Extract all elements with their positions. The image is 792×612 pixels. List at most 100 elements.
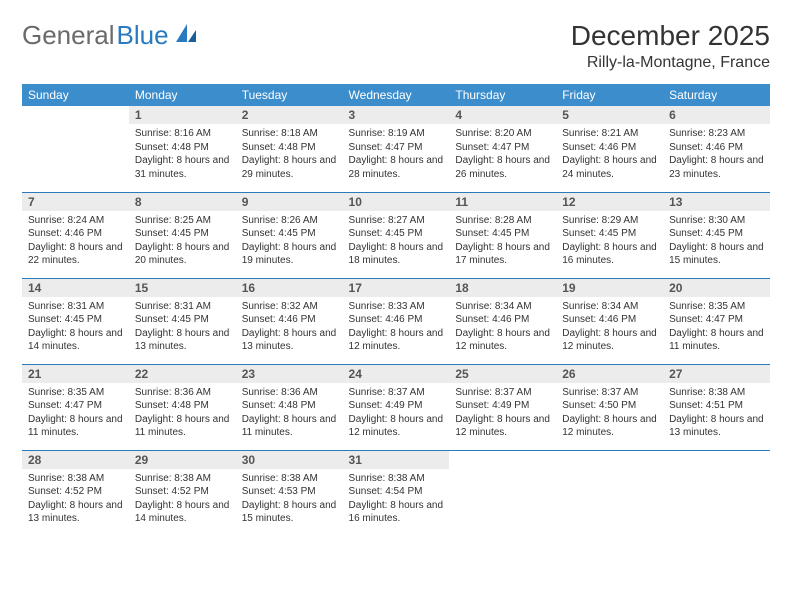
sunset-text: Sunset: 4:50 PM [562,399,657,413]
daylight-text: Daylight: 8 hours and 20 minutes. [135,241,230,268]
day-header: Saturday [663,84,770,106]
daylight-text: Daylight: 8 hours and 12 minutes. [349,327,444,354]
day-number: 20 [663,279,770,297]
day-header: Thursday [449,84,556,106]
day-content: Sunrise: 8:35 AMSunset: 4:47 PMDaylight:… [22,383,129,444]
day-content: Sunrise: 8:35 AMSunset: 4:47 PMDaylight:… [663,297,770,358]
sunrise-text: Sunrise: 8:16 AM [135,127,230,141]
day-number: 17 [343,279,450,297]
day-content: Sunrise: 8:26 AMSunset: 4:45 PMDaylight:… [236,211,343,272]
sunset-text: Sunset: 4:49 PM [455,399,550,413]
sunrise-text: Sunrise: 8:23 AM [669,127,764,141]
daylight-text: Daylight: 8 hours and 16 minutes. [562,241,657,268]
day-number: 22 [129,365,236,383]
sunrise-text: Sunrise: 8:37 AM [349,386,444,400]
day-number: 26 [556,365,663,383]
calendar-cell [22,106,129,192]
day-content: Sunrise: 8:18 AMSunset: 4:48 PMDaylight:… [236,124,343,185]
day-number: 28 [22,451,129,469]
daylight-text: Daylight: 8 hours and 18 minutes. [349,241,444,268]
day-number: 16 [236,279,343,297]
daylight-text: Daylight: 8 hours and 19 minutes. [242,241,337,268]
sunset-text: Sunset: 4:47 PM [28,399,123,413]
calendar-cell: 13Sunrise: 8:30 AMSunset: 4:45 PMDayligh… [663,192,770,278]
calendar-row: 14Sunrise: 8:31 AMSunset: 4:45 PMDayligh… [22,278,770,364]
sunset-text: Sunset: 4:46 PM [242,313,337,327]
day-content: Sunrise: 8:37 AMSunset: 4:50 PMDaylight:… [556,383,663,444]
day-number: 11 [449,193,556,211]
sunset-text: Sunset: 4:47 PM [349,141,444,155]
sunset-text: Sunset: 4:46 PM [455,313,550,327]
day-number: 9 [236,193,343,211]
day-content: Sunrise: 8:25 AMSunset: 4:45 PMDaylight:… [129,211,236,272]
brand-part1: General [22,20,115,51]
sunrise-text: Sunrise: 8:38 AM [669,386,764,400]
daylight-text: Daylight: 8 hours and 26 minutes. [455,154,550,181]
calendar-cell: 16Sunrise: 8:32 AMSunset: 4:46 PMDayligh… [236,278,343,364]
sunrise-text: Sunrise: 8:26 AM [242,214,337,228]
day-number: 29 [129,451,236,469]
daylight-text: Daylight: 8 hours and 12 minutes. [455,413,550,440]
calendar-cell: 27Sunrise: 8:38 AMSunset: 4:51 PMDayligh… [663,364,770,450]
daylight-text: Daylight: 8 hours and 11 minutes. [135,413,230,440]
sunrise-text: Sunrise: 8:31 AM [28,300,123,314]
calendar-row: 1Sunrise: 8:16 AMSunset: 4:48 PMDaylight… [22,106,770,192]
daylight-text: Daylight: 8 hours and 12 minutes. [455,327,550,354]
day-content: Sunrise: 8:38 AMSunset: 4:52 PMDaylight:… [22,469,129,530]
sunrise-text: Sunrise: 8:33 AM [349,300,444,314]
day-number: 18 [449,279,556,297]
day-header: Monday [129,84,236,106]
sunset-text: Sunset: 4:47 PM [455,141,550,155]
day-content: Sunrise: 8:34 AMSunset: 4:46 PMDaylight:… [556,297,663,358]
day-number: 3 [343,106,450,124]
daylight-text: Daylight: 8 hours and 14 minutes. [28,327,123,354]
daylight-text: Daylight: 8 hours and 12 minutes. [562,413,657,440]
sunset-text: Sunset: 4:48 PM [242,399,337,413]
daylight-text: Daylight: 8 hours and 29 minutes. [242,154,337,181]
day-number: 21 [22,365,129,383]
calendar-cell: 21Sunrise: 8:35 AMSunset: 4:47 PMDayligh… [22,364,129,450]
day-content: Sunrise: 8:36 AMSunset: 4:48 PMDaylight:… [129,383,236,444]
calendar-cell: 9Sunrise: 8:26 AMSunset: 4:45 PMDaylight… [236,192,343,278]
daylight-text: Daylight: 8 hours and 15 minutes. [669,241,764,268]
sunset-text: Sunset: 4:49 PM [349,399,444,413]
daylight-text: Daylight: 8 hours and 17 minutes. [455,241,550,268]
day-content: Sunrise: 8:37 AMSunset: 4:49 PMDaylight:… [343,383,450,444]
daylight-text: Daylight: 8 hours and 23 minutes. [669,154,764,181]
sunset-text: Sunset: 4:46 PM [562,141,657,155]
daylight-text: Daylight: 8 hours and 24 minutes. [562,154,657,181]
day-content: Sunrise: 8:29 AMSunset: 4:45 PMDaylight:… [556,211,663,272]
daylight-text: Daylight: 8 hours and 13 minutes. [28,499,123,526]
sunrise-text: Sunrise: 8:35 AM [28,386,123,400]
sunrise-text: Sunrise: 8:21 AM [562,127,657,141]
sunset-text: Sunset: 4:47 PM [669,313,764,327]
calendar-cell: 7Sunrise: 8:24 AMSunset: 4:46 PMDaylight… [22,192,129,278]
day-number: 5 [556,106,663,124]
daylight-text: Daylight: 8 hours and 14 minutes. [135,499,230,526]
calendar-row: 28Sunrise: 8:38 AMSunset: 4:52 PMDayligh… [22,450,770,536]
sunrise-text: Sunrise: 8:35 AM [669,300,764,314]
sunrise-text: Sunrise: 8:30 AM [669,214,764,228]
day-number: 14 [22,279,129,297]
sunrise-text: Sunrise: 8:29 AM [562,214,657,228]
day-content: Sunrise: 8:34 AMSunset: 4:46 PMDaylight:… [449,297,556,358]
calendar-cell: 24Sunrise: 8:37 AMSunset: 4:49 PMDayligh… [343,364,450,450]
sunset-text: Sunset: 4:54 PM [349,485,444,499]
day-number: 8 [129,193,236,211]
calendar-cell [663,450,770,536]
sunset-text: Sunset: 4:45 PM [349,227,444,241]
daylight-text: Daylight: 8 hours and 16 minutes. [349,499,444,526]
calendar-body: 1Sunrise: 8:16 AMSunset: 4:48 PMDaylight… [22,106,770,536]
calendar-cell: 19Sunrise: 8:34 AMSunset: 4:46 PMDayligh… [556,278,663,364]
sunrise-text: Sunrise: 8:38 AM [349,472,444,486]
daylight-text: Daylight: 8 hours and 31 minutes. [135,154,230,181]
day-number: 27 [663,365,770,383]
calendar-cell: 8Sunrise: 8:25 AMSunset: 4:45 PMDaylight… [129,192,236,278]
calendar-cell: 11Sunrise: 8:28 AMSunset: 4:45 PMDayligh… [449,192,556,278]
day-content: Sunrise: 8:37 AMSunset: 4:49 PMDaylight:… [449,383,556,444]
sunrise-text: Sunrise: 8:18 AM [242,127,337,141]
sunrise-text: Sunrise: 8:34 AM [455,300,550,314]
sunset-text: Sunset: 4:48 PM [135,141,230,155]
calendar-cell: 22Sunrise: 8:36 AMSunset: 4:48 PMDayligh… [129,364,236,450]
calendar-cell: 18Sunrise: 8:34 AMSunset: 4:46 PMDayligh… [449,278,556,364]
